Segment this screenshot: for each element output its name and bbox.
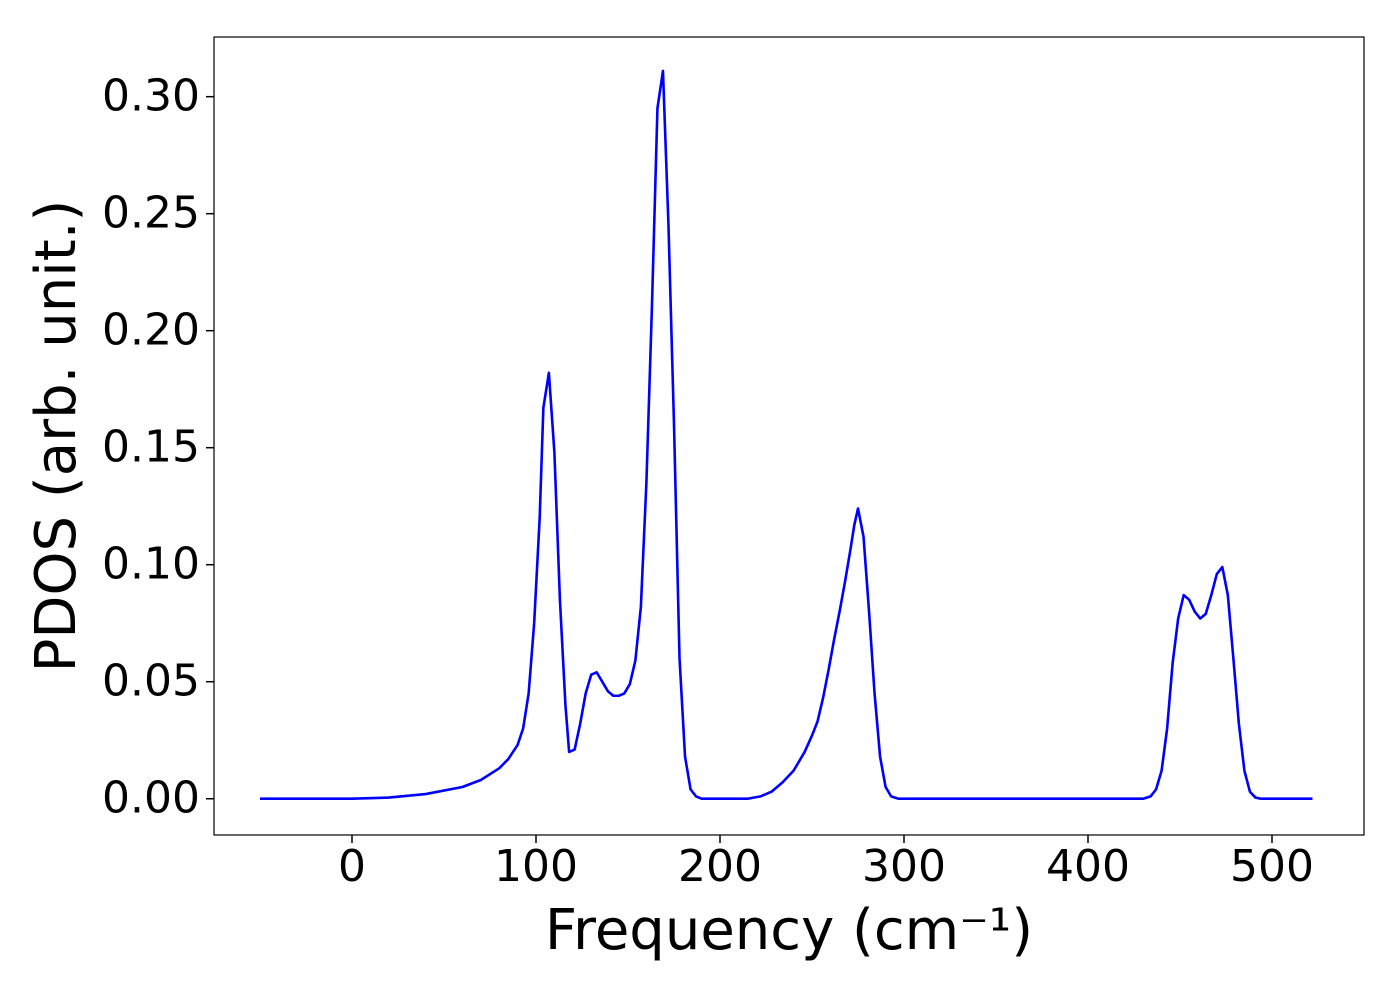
x-tick-label: 100: [494, 841, 578, 892]
y-tick-label: 0.25: [102, 188, 200, 239]
y-axis-label: PDOS (arb. unit.): [24, 200, 89, 673]
y-tick-label: 0.20: [102, 305, 200, 356]
plot-frame: [213, 36, 1365, 836]
x-tick-label: 0: [338, 841, 366, 892]
y-tick-label: 0.15: [102, 422, 200, 473]
x-tick-label: 400: [1046, 841, 1130, 892]
x-tick-label: 300: [862, 841, 946, 892]
y-tick-label: 0.05: [102, 656, 200, 707]
y-tick-label: 0.00: [102, 773, 200, 824]
data-line: [260, 69, 1313, 801]
x-tick-label: 500: [1230, 841, 1314, 892]
x-tick-label: 200: [678, 841, 762, 892]
y-tick-label: 0.30: [102, 71, 200, 122]
y-tick-label: 0.10: [102, 539, 200, 590]
x-axis-label: Frequency (cm⁻¹): [545, 898, 1033, 963]
